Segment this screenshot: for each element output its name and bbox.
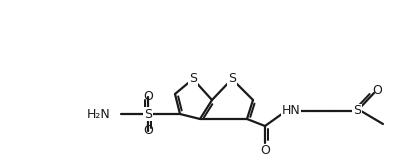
Text: S: S — [353, 104, 361, 117]
Text: O: O — [143, 124, 153, 137]
Text: H₂N: H₂N — [87, 108, 111, 120]
Text: O: O — [143, 91, 153, 103]
Text: S: S — [144, 108, 152, 120]
Text: S: S — [189, 73, 197, 86]
Text: S: S — [228, 73, 236, 86]
Text: O: O — [372, 83, 382, 96]
Text: O: O — [260, 144, 270, 157]
Text: HN: HN — [282, 104, 300, 117]
